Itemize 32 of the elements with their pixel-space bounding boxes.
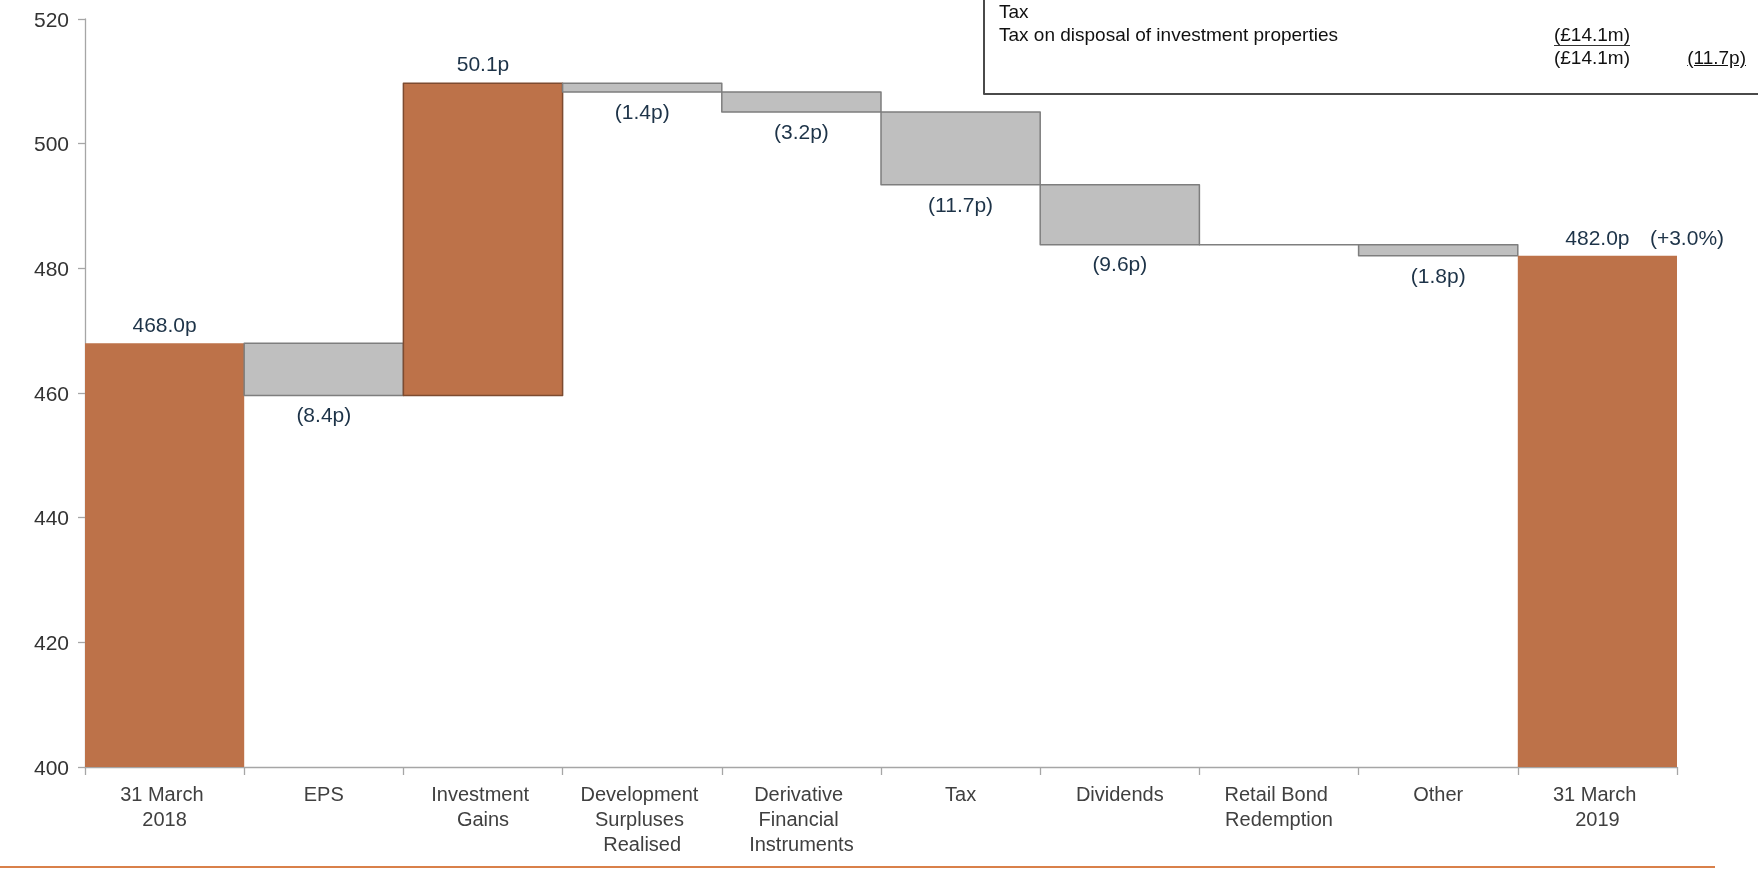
data-label: (3.2p): [773, 119, 829, 143]
y-tick-label: 440: [33, 506, 69, 530]
data-label: 482.0p: [1565, 225, 1630, 249]
x-tick-label: 31 March 2019: [1552, 782, 1642, 830]
y-tick-label: 420: [33, 630, 69, 654]
data-label: 468.0p: [132, 313, 197, 337]
x-tick-label: EPS: [303, 782, 344, 805]
annotation: (+3.0%): [1649, 225, 1725, 249]
y-tick-label: 520: [33, 7, 69, 31]
data-label: 50.1p: [456, 52, 510, 76]
x-tick-label: Investment Gains: [431, 782, 535, 830]
data-label: (8.4p): [296, 403, 352, 427]
y-tick-label: 400: [33, 755, 69, 779]
x-tick-label: Derivative Financial Instruments: [749, 782, 854, 855]
data-label: (11.7p): [928, 192, 994, 216]
x-tick-label: Tax: [945, 782, 977, 805]
annotation: Tax on disposal of investment properties: [999, 24, 1339, 45]
x-tick-label: Other: [1413, 782, 1464, 805]
data-label: (1.4p): [614, 99, 670, 123]
annotation: Tax: [999, 1, 1029, 22]
x-tick-label: 31 March 2018: [120, 782, 210, 830]
y-tick-label: 480: [33, 256, 69, 280]
text: (11.7p): [1687, 47, 1746, 68]
data-label: (9.6p): [1092, 252, 1148, 276]
x-tick-label: Dividends: [1075, 782, 1164, 805]
y-tick-label: 500: [33, 132, 69, 156]
x-tick-label: Development Surpluses Realised: [580, 782, 704, 855]
data-label: (1.8p): [1410, 263, 1466, 287]
annotation: (£14.1m): [1553, 24, 1630, 46]
x-tick-label: Retail Bond Redemption: [1224, 782, 1334, 830]
annotation: (£14.1m): [1553, 47, 1630, 68]
y-tick-label: 460: [33, 381, 69, 405]
